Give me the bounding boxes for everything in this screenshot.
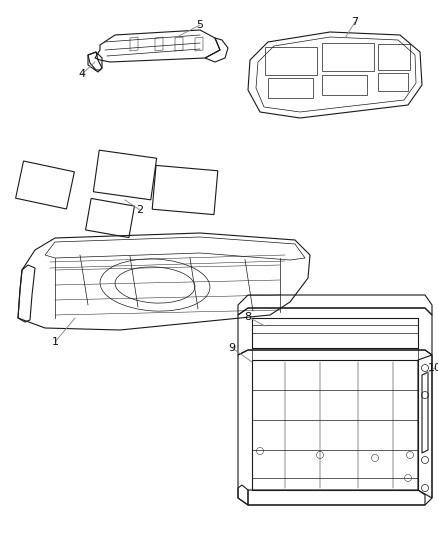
Text: 8: 8 [244,312,251,322]
Text: 5: 5 [197,20,204,30]
Text: 9: 9 [229,343,236,353]
Text: 1: 1 [52,337,59,347]
Text: 7: 7 [351,17,359,27]
Text: 10: 10 [428,363,438,373]
Text: 4: 4 [78,69,85,79]
Text: 2: 2 [137,205,144,215]
